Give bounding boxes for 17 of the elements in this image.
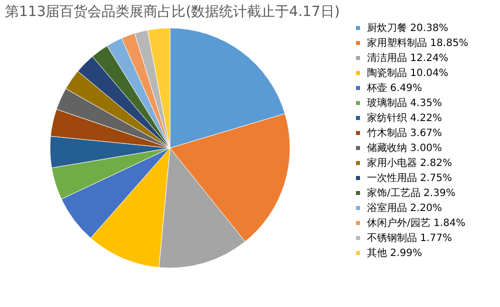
legend-label: 杯壶 6.49% (366, 82, 422, 94)
legend-label: 清洁用品 12.24% (367, 52, 448, 64)
legend-label: 不锈钢制品 1.77% (367, 232, 452, 244)
legend-label: 家用塑料制品 18.85% (367, 37, 468, 49)
legend-label: 厨炊刀餐 20.38% (367, 22, 448, 34)
legend-label: 一次性用品 2.75% (367, 172, 452, 184)
legend-label: 家用小电器 2.82% (367, 157, 452, 169)
chart-title: 第113届百货会品类展商占比(数据统计截止于4.17日) (5, 4, 340, 20)
legend-label: 竹木制品 3.67% (367, 127, 442, 139)
legend-label: 休闲户外/园艺 1.84% (367, 217, 466, 229)
legend-label: 储藏收纳 3.00% (367, 142, 442, 154)
legend-label: 家纺针织 4.22% (367, 112, 442, 124)
legend-label: 陶瓷制品 10.04% (367, 67, 448, 79)
legend-label: 玻璃制品 4.35% (367, 97, 442, 109)
legend-label: 家饰/工艺品 2.39% (367, 187, 456, 199)
legend-label: 其他 2.99% (367, 247, 422, 259)
legend-label: 浴室用品 2.20% (367, 202, 442, 214)
